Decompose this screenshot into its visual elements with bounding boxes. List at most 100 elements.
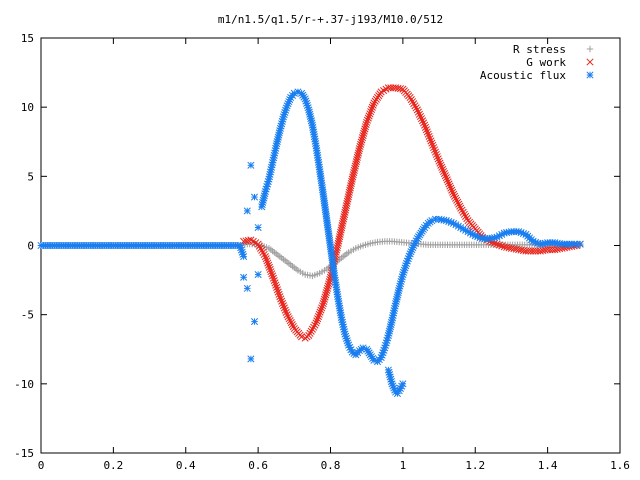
series-2 <box>37 88 584 366</box>
chart-title: m1/n1.5/q1.5/r-+.37-j193/M10.0/512 <box>218 13 443 26</box>
data-point <box>362 121 370 129</box>
data-point <box>426 135 434 143</box>
data-point <box>364 114 372 122</box>
data-point <box>264 259 272 267</box>
x-tick-label: 0.4 <box>176 459 196 472</box>
data-point <box>324 282 332 290</box>
data-point <box>357 138 365 146</box>
data-point <box>336 233 344 241</box>
data-point <box>446 182 454 190</box>
data-point <box>322 289 330 297</box>
x-tick-label: 1.6 <box>610 459 630 472</box>
series-1 <box>240 84 584 342</box>
data-point <box>493 240 501 248</box>
data-point <box>334 241 342 250</box>
data-point <box>353 155 361 164</box>
data-point <box>361 123 370 131</box>
legend-entry-label: R stress <box>513 43 566 56</box>
data-point <box>347 179 355 188</box>
data-point <box>250 193 259 201</box>
data-point <box>338 222 346 230</box>
data-point <box>343 199 351 208</box>
x-tick-label: 0.8 <box>321 459 341 472</box>
data-point <box>439 165 447 173</box>
data-point <box>240 253 248 261</box>
data-point <box>339 217 347 225</box>
data-point <box>312 319 320 327</box>
x-tick-label: 1.4 <box>538 459 558 472</box>
data-point <box>319 300 327 308</box>
data-point <box>396 85 405 93</box>
data-point <box>317 306 325 314</box>
data-point <box>448 186 456 194</box>
data-point <box>273 286 281 294</box>
x-tick-label: 0.6 <box>248 459 268 472</box>
data-point <box>432 150 440 158</box>
data-point <box>314 315 322 323</box>
data-point <box>408 98 417 106</box>
data-point <box>350 169 358 177</box>
data-point <box>250 318 259 326</box>
data-point <box>266 265 274 274</box>
data-point <box>287 319 295 327</box>
data-point <box>247 161 255 169</box>
data-point <box>452 194 460 202</box>
data-point <box>366 110 374 118</box>
data-point <box>310 323 318 331</box>
data-point <box>254 240 262 248</box>
data-point <box>367 108 375 116</box>
data-point <box>458 206 466 214</box>
data-point <box>349 173 357 181</box>
data-point <box>289 322 297 331</box>
x-tick-label: 1.2 <box>465 459 485 472</box>
data-point <box>440 170 449 178</box>
data-point <box>416 112 425 121</box>
data-point <box>420 119 428 127</box>
data-point <box>313 317 321 325</box>
data-point <box>434 155 442 163</box>
y-axis-ticks: 15 10 5 0 -5 -10 -15 <box>14 32 620 460</box>
series-layer <box>37 84 584 398</box>
data-point <box>314 312 322 321</box>
data-point <box>358 134 367 142</box>
data-point <box>243 207 251 215</box>
data-point <box>323 284 332 292</box>
data-point <box>336 230 344 238</box>
data-point <box>340 213 348 221</box>
data-point <box>442 174 450 182</box>
data-point <box>346 184 354 192</box>
data-point <box>437 161 445 169</box>
data-point <box>306 329 314 337</box>
data-point <box>254 223 262 232</box>
data-point <box>284 313 292 321</box>
data-point <box>418 117 427 125</box>
data-point <box>354 149 362 157</box>
data-point <box>272 281 280 289</box>
data-point <box>344 195 352 203</box>
data-point <box>263 257 271 265</box>
data-point <box>360 129 368 137</box>
data-point <box>270 276 278 285</box>
data-point <box>279 302 288 310</box>
data-point <box>411 102 419 110</box>
data-point <box>348 175 356 183</box>
data-point <box>276 293 284 301</box>
data-point <box>368 103 376 111</box>
data-point <box>274 288 282 296</box>
data-point <box>462 212 470 221</box>
data-point <box>360 127 368 135</box>
data-point <box>457 204 465 212</box>
data-point <box>345 191 353 199</box>
data-point <box>320 295 329 303</box>
data-point <box>423 128 431 136</box>
data-point <box>498 242 506 250</box>
data-point <box>350 166 358 174</box>
data-point <box>346 186 354 194</box>
data-point <box>351 164 359 172</box>
data-point <box>337 226 345 234</box>
data-point <box>445 180 453 188</box>
data-point <box>443 176 451 184</box>
data-point <box>318 304 326 312</box>
